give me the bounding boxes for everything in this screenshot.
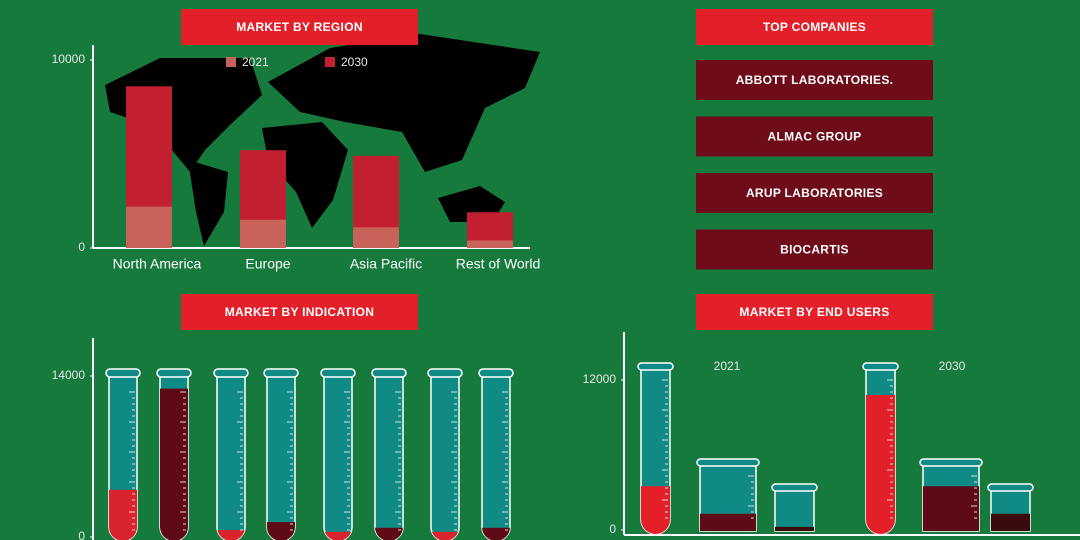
tube-fill xyxy=(482,527,510,540)
container-lip xyxy=(862,362,899,371)
header-title: MARKET BY REGION xyxy=(236,20,363,34)
header-box xyxy=(181,9,418,45)
group-label: 2021 xyxy=(714,359,741,373)
tube-lip xyxy=(105,368,141,378)
company-box xyxy=(696,116,933,157)
container-fill xyxy=(923,486,979,531)
header-title: MARKET BY END USERS xyxy=(739,305,889,319)
company-name: ABBOTT LABORATORIES. xyxy=(736,73,894,87)
container-lip xyxy=(696,458,760,467)
company-name: ALMAC GROUP xyxy=(768,130,862,144)
tube-lip xyxy=(371,368,407,378)
tube-lip xyxy=(320,368,356,378)
container-fill xyxy=(775,526,814,531)
container-lip xyxy=(987,483,1034,492)
container-fill xyxy=(991,513,1030,531)
tube-lip xyxy=(213,368,249,378)
y-tick-label: 14000 xyxy=(52,368,86,382)
y-tick-label: 0 xyxy=(78,240,85,254)
tube xyxy=(323,371,353,540)
tube xyxy=(266,371,296,540)
x-tick-label: North America xyxy=(113,256,202,272)
company-box xyxy=(696,173,933,213)
tube-lip xyxy=(156,368,192,378)
tube-fill xyxy=(324,531,352,540)
bar xyxy=(467,240,513,248)
tube xyxy=(374,371,404,540)
bar xyxy=(240,219,286,248)
company-box xyxy=(696,229,933,270)
header-box xyxy=(181,294,418,330)
y-tick-label: 10000 xyxy=(52,52,86,66)
container-lip xyxy=(919,458,983,467)
legend-label: 2030 xyxy=(341,55,368,69)
tube-fill xyxy=(109,489,137,540)
legend-label: 2021 xyxy=(242,55,269,69)
bar xyxy=(353,227,399,248)
legend-swatch xyxy=(325,57,335,67)
header-box xyxy=(696,9,933,45)
y-tick-label: 12000 xyxy=(583,372,617,386)
tube-lip xyxy=(263,368,299,378)
header-box xyxy=(696,294,933,330)
container-lip xyxy=(771,483,818,492)
tube xyxy=(430,371,460,540)
header-title: TOP COMPANIES xyxy=(763,20,866,34)
tube-fill xyxy=(217,530,245,540)
company-name: ARUP LABORATORIES xyxy=(746,186,883,200)
tube-lip xyxy=(478,368,514,378)
company-box xyxy=(696,60,933,100)
beaker xyxy=(774,486,815,532)
tube-fill xyxy=(267,522,295,540)
tube xyxy=(481,371,511,540)
header-title: MARKET BY INDICATION xyxy=(225,305,375,319)
x-tick-label: Europe xyxy=(245,256,290,272)
container-fill xyxy=(866,395,895,534)
container-fill xyxy=(700,513,756,531)
tube-fill xyxy=(431,531,459,540)
company-name: BIOCARTIS xyxy=(780,243,849,257)
tube xyxy=(216,371,246,540)
container-lip xyxy=(637,362,674,371)
x-tick-label: Rest of World xyxy=(456,256,541,272)
x-tick-label: Asia Pacific xyxy=(350,256,422,272)
y-tick-label: 0 xyxy=(78,529,85,540)
y-tick-label: 0 xyxy=(609,522,616,536)
tube-lip xyxy=(427,368,463,378)
bar xyxy=(126,206,172,248)
tube-fill xyxy=(375,527,403,540)
legend-swatch xyxy=(226,57,236,67)
group-label: 2030 xyxy=(939,359,966,373)
